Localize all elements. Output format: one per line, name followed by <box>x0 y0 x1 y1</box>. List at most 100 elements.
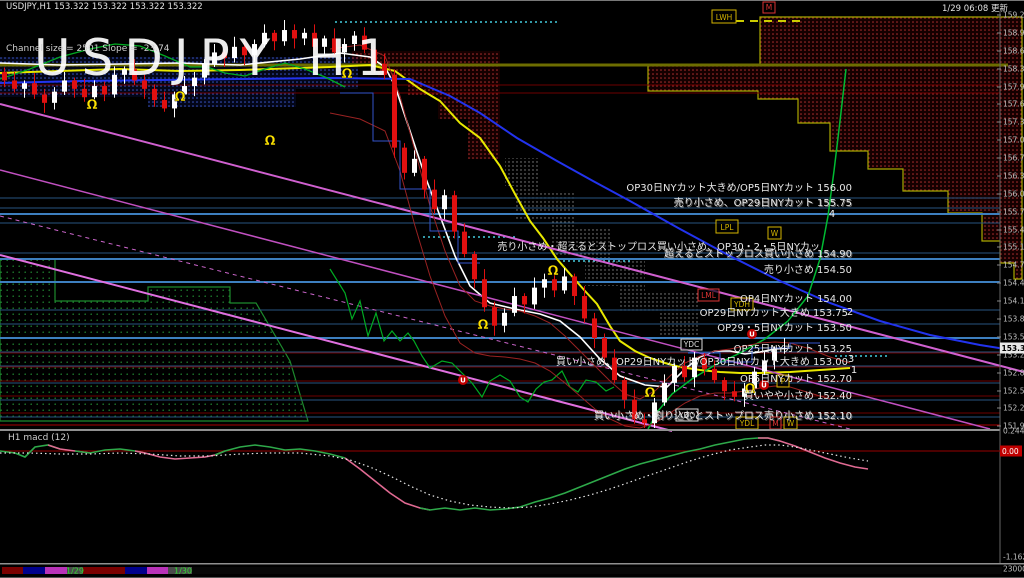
session-segment <box>125 567 147 574</box>
candle-bull <box>52 92 57 103</box>
candle-bear <box>472 254 477 279</box>
tag-box-label: YDH <box>733 300 750 309</box>
session-date-label: 1/30 <box>174 567 192 576</box>
chart-info-bar: USDJPY,H1 153.322 153.322 153.322 153.32… <box>0 1 1024 12</box>
wave-count-label: 3 <box>848 354 854 365</box>
price-axis-label: 158.625 <box>1003 47 1024 56</box>
macd-axis-label: -1.162 <box>1003 553 1024 562</box>
trade-marker-glyph: U <box>749 331 755 339</box>
candle-bear <box>682 366 687 377</box>
price-axis-label: 155.425 <box>1003 226 1024 235</box>
candle-bull <box>772 349 777 360</box>
omega-marker-icon: Ω <box>744 382 755 397</box>
macd-pane <box>0 438 1000 510</box>
candle-bear <box>522 296 527 304</box>
price-axis-label: 158.945 <box>1003 29 1024 38</box>
candle-bull <box>512 296 517 313</box>
candle-bear <box>732 391 737 397</box>
candle-bear <box>102 86 107 94</box>
candle-bear <box>432 190 437 210</box>
session-segment <box>83 567 125 574</box>
price-axis-label: 156.705 <box>1003 154 1024 163</box>
candle-bear <box>2 72 7 80</box>
candle-bull <box>762 360 767 371</box>
candle-bear <box>722 380 727 391</box>
tag-box-label: LPL <box>721 223 735 232</box>
candle-bear <box>592 318 597 338</box>
tag-box-label: YDL <box>739 419 755 428</box>
price-axis-label: 154.475 <box>1003 279 1024 288</box>
candle-bear <box>482 279 487 307</box>
macd-main-down <box>758 438 868 469</box>
candle-bull <box>542 279 547 287</box>
candle-bear <box>162 100 167 108</box>
candle-bear <box>462 232 467 254</box>
price-axis-label: 154.155 <box>1003 297 1024 306</box>
macd-main-down <box>135 451 225 459</box>
candle-bull <box>442 195 447 209</box>
omega-marker-icon: Ω <box>644 386 655 401</box>
bottom-separator <box>0 563 1024 565</box>
macd-main-down <box>345 458 430 510</box>
candle-bear <box>612 358 617 380</box>
price-axis-label: 153.520 <box>1003 333 1024 342</box>
price-axis-label: 157.665 <box>1003 100 1024 109</box>
candle-bear <box>602 338 607 358</box>
price-axis-label: 157.025 <box>1003 136 1024 145</box>
candle-bear <box>572 276 577 296</box>
price-axis-label: 158.305 <box>1003 65 1024 74</box>
candle-bear <box>422 159 427 190</box>
omega-marker-icon: Ω <box>174 90 185 105</box>
session-segment <box>45 567 67 574</box>
candle-bull <box>782 348 787 349</box>
price-axis-label: 152.880 <box>1003 369 1024 378</box>
macd-current-text: 0.00 <box>1002 447 1019 456</box>
pane-separator[interactable] <box>0 429 1000 431</box>
candle-bear <box>492 307 497 325</box>
trade-marker-glyph: U <box>460 377 466 385</box>
macd-signal-line <box>0 445 868 508</box>
candle-bear <box>632 400 637 420</box>
green-zone <box>0 259 308 421</box>
candle-bull <box>22 83 27 89</box>
tag-box-label: W <box>787 419 795 428</box>
price-axis-label: 155.745 <box>1003 208 1024 217</box>
channel-info-label: Channel size = 2501 Slope = -23.74 <box>6 44 170 54</box>
candle-bear <box>552 279 557 290</box>
tag-box-label: LML <box>701 291 717 300</box>
candle-bull <box>412 159 417 173</box>
candle-bear <box>582 296 587 318</box>
candle-bear <box>452 195 457 231</box>
session-segment <box>147 567 168 574</box>
tag-box-label: M <box>772 419 778 428</box>
price-axis-label: 157.345 <box>1003 118 1024 127</box>
wave-count-label: 2 <box>847 307 853 318</box>
macd-indicator-label: H1 macd (12) <box>8 433 70 443</box>
wave-count-label: 4 <box>829 209 835 220</box>
candle-bear <box>82 89 87 97</box>
tag-box-label: P <box>781 377 786 386</box>
symbol-ohlc-readout: USDJPY,H1 153.322 153.322 153.322 153.32… <box>6 2 203 12</box>
candle-bull <box>92 86 97 97</box>
candle-bear <box>152 89 157 100</box>
price-axis-label: 157.985 <box>1003 83 1024 92</box>
candle-bear <box>42 94 47 102</box>
price-axis-label: 156.065 <box>1003 190 1024 199</box>
wave-count-label: 1 <box>851 365 857 376</box>
price-axis-label: 152.240 <box>1003 404 1024 413</box>
candle-bear <box>712 369 717 380</box>
current-price-text: 153.322 <box>1002 344 1024 353</box>
omega-marker-icon: Ω <box>477 318 488 333</box>
candle-bull <box>562 276 567 290</box>
omega-marker-icon: Ω <box>86 98 97 113</box>
candle-bear <box>642 419 647 423</box>
session-segment <box>2 567 23 574</box>
chart-watermark: USDJPY H1 <box>34 29 399 87</box>
candle-bull <box>502 313 507 326</box>
session-segment <box>192 567 1002 574</box>
candle-bull <box>672 366 677 383</box>
tag-box-label: LWH <box>716 13 733 22</box>
